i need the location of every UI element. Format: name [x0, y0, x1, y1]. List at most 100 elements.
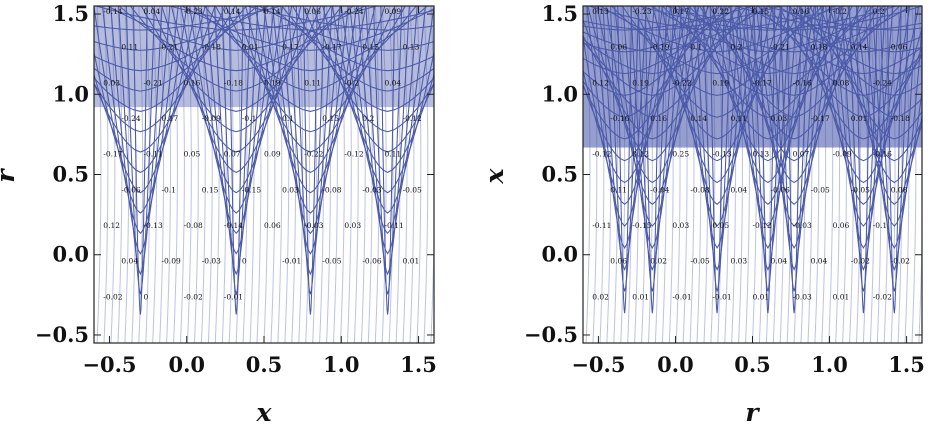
- left-contour-value-label: -0.01: [224, 292, 243, 301]
- left-contour-line: [281, 6, 434, 92]
- left-contour-value-label: -0.02: [103, 292, 122, 301]
- right-contour-line: [897, 6, 903, 343]
- right-contour-line: [583, 6, 731, 75]
- right-contour-line: [833, 6, 894, 249]
- right-x-tick-label: −0.5: [571, 352, 625, 377]
- left-contour-line: [110, 6, 116, 343]
- left-contour-line: [94, 6, 197, 194]
- left-contour-line: [94, 6, 281, 31]
- left-contour-value-label: -0.14: [224, 221, 243, 230]
- right-contour-line: [696, 6, 702, 343]
- left-contour-value-label: 0: [242, 257, 247, 266]
- right-contour-line: [911, 6, 917, 343]
- right-x-tick-label: 1.5: [888, 352, 925, 377]
- right-contour-line: [746, 6, 922, 53]
- right-contour-line: [800, 6, 806, 343]
- right-contour-line: [786, 6, 802, 314]
- right-contour-line: [703, 6, 709, 343]
- right-y-tick-label: 0.5: [541, 162, 578, 187]
- left-contour-value-label: 0.12: [103, 221, 120, 230]
- right-contour-line: [665, 6, 922, 31]
- left-contour-line: [277, 6, 283, 343]
- left-contour-line: [416, 6, 422, 343]
- left-contour-line: [214, 6, 259, 276]
- left-contour-value-label: -0.08: [184, 221, 203, 230]
- left-contour-line: [200, 6, 206, 343]
- left-contour-line: [288, 6, 333, 276]
- right-contour-value-label: -0.23: [632, 7, 651, 16]
- left-contour-line: [228, 6, 234, 343]
- right-contour-line: [622, 6, 683, 249]
- right-contour-line: [682, 6, 688, 343]
- right-contour-line: [721, 6, 815, 205]
- right-contour-line: [583, 6, 742, 53]
- right-contour-line: [807, 6, 813, 343]
- left-contour-value-label: 0.07: [224, 150, 241, 159]
- left-contour-value-label: -0.06: [362, 257, 381, 266]
- left-contour-line: [118, 6, 163, 276]
- right-contour-line: [841, 6, 886, 271]
- left-contour-panel: -0.14 0.04 -0.23 0.14 0.14 0.06 -0.24 0.09 0.11 0…: [0, 1, 437, 425]
- left-contour-value-label: 0.2: [362, 114, 374, 123]
- left-contour-value-label: 0.14: [224, 7, 241, 16]
- left-contour-line: [242, 6, 248, 343]
- left-contour-value-label: 0.03: [282, 185, 299, 194]
- left-contour-value-label: 0.11: [385, 150, 402, 159]
- right-contour-value-label: 0.01: [753, 292, 770, 301]
- left-contour-line: [256, 6, 262, 343]
- left-contour-value-label: -0.17: [103, 150, 122, 159]
- right-contour-value-label: 0.15: [753, 7, 770, 16]
- left-contour-line: [221, 6, 227, 343]
- left-contour-value-label: 0.06: [264, 221, 281, 230]
- left-contour-lines: [94, 6, 434, 343]
- left-contour-line: [152, 6, 158, 343]
- left-contour-line: [360, 6, 366, 343]
- left-contour-line: [357, 6, 418, 255]
- left-contour-value-label: -0.21: [144, 78, 163, 87]
- right-contour-line: [855, 6, 922, 227]
- right-contour-value-label: -0.02: [851, 257, 870, 266]
- left-contour-line: [173, 6, 178, 343]
- left-contour-value-label: -0.2: [344, 78, 359, 87]
- right-contour-lines: [583, 6, 922, 343]
- left-contour-value-label: -0.02: [184, 292, 203, 301]
- left-contour-value-label: 0.15: [322, 114, 339, 123]
- right-contour-value-label: -0.12: [753, 221, 772, 230]
- left-contour-line: [430, 6, 434, 343]
- right-contour-value-label: 0.25: [672, 150, 689, 159]
- right-contour-value-label: -0.01: [672, 292, 691, 301]
- left-contour-line: [349, 6, 427, 235]
- right-contour-line: [856, 6, 871, 314]
- right-contour-line: [809, 6, 922, 118]
- right-contour-line: [678, 6, 756, 227]
- right-contour-value-label: 0.17: [672, 7, 689, 16]
- left-contour-value-label: -0.03: [362, 185, 381, 194]
- right-contour-value-label: 0.16: [793, 7, 810, 16]
- left-contour-value-label: -0.06: [121, 185, 140, 194]
- right-contour-line: [758, 6, 764, 343]
- right-contour-line: [793, 6, 799, 343]
- left-contour-value-label: -0.09: [202, 114, 221, 123]
- left-contour-value-label: -0.08: [322, 185, 341, 194]
- right-contour-value-label: 0.03: [672, 221, 689, 230]
- right-contour-line: [779, 6, 809, 292]
- right-contour-line: [879, 6, 909, 292]
- left-x-tick-label: 0.0: [168, 352, 205, 377]
- left-contour-value-label: 0.09: [385, 7, 402, 16]
- right-contour-value-label: -0.01: [712, 292, 731, 301]
- left-contour-value-label: 0.17: [282, 43, 299, 52]
- right-contour-value-label: 0.06: [610, 43, 627, 52]
- right-contour-line: [729, 6, 807, 227]
- left-contour-value-label: 0: [144, 292, 149, 301]
- left-contour-value-label: 0.03: [103, 78, 120, 87]
- right-contour-line: [849, 6, 854, 343]
- left-contour-line: [117, 6, 123, 343]
- right-contour-line: [764, 6, 825, 249]
- left-contour-line: [125, 6, 155, 295]
- left-contour-line: [346, 6, 352, 343]
- left-contour-line: [409, 6, 415, 343]
- right-contour-line: [599, 6, 605, 343]
- right-contour-line: [847, 6, 922, 205]
- left-contour-line: [270, 6, 276, 343]
- right-contour-value-label: -0.06: [771, 185, 790, 194]
